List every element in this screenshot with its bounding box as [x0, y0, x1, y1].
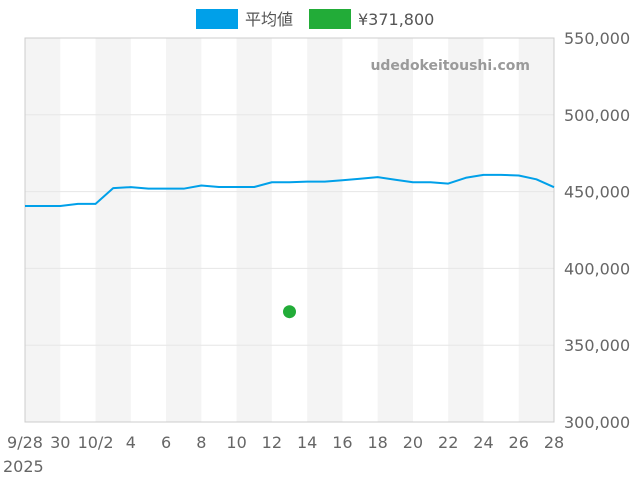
- x-tick-label: 18: [367, 433, 387, 452]
- y-tick-label: 450,000: [564, 183, 630, 202]
- x-tick-label: 9/28: [7, 433, 43, 452]
- x-tick-label: 30: [50, 433, 70, 452]
- year-label: 2025: [3, 457, 44, 476]
- x-tick-label: 4: [126, 433, 136, 452]
- legend[interactable]: 平均値 ¥371,800: [196, 9, 434, 29]
- legend-swatch[interactable]: [309, 9, 351, 29]
- series-layer: [25, 173, 555, 319]
- x-axis-ticks: 9/28 30 10/2 4 6 8 10 12 14 16 18 20 22 24 26 28: [7, 433, 564, 452]
- alternating-bands: [25, 38, 554, 422]
- x-tick-label: 14: [297, 433, 317, 452]
- x-tick-label: 22: [438, 433, 458, 452]
- x-tick-label: 20: [403, 433, 423, 452]
- y-tick-label: 550,000: [564, 29, 630, 48]
- day-band: [307, 38, 343, 422]
- y-tick-label: 300,000: [564, 413, 630, 432]
- day-band: [518, 38, 554, 422]
- y-tick-label: 500,000: [564, 106, 630, 125]
- day-band: [25, 38, 61, 422]
- data-point-listing[interactable]: [283, 305, 296, 319]
- x-tick-label: 10/2: [78, 433, 114, 452]
- x-tick-label: 16: [332, 433, 352, 452]
- x-tick-label: 12: [262, 433, 282, 452]
- day-band: [236, 38, 272, 422]
- day-band: [448, 38, 484, 422]
- watermark: udedokeitoushi.com: [370, 58, 530, 74]
- legend-swatch[interactable]: [196, 9, 238, 29]
- day-band: [377, 38, 413, 422]
- legend-label[interactable]: ¥371,800: [358, 10, 434, 29]
- x-tick-label: 28: [544, 433, 564, 452]
- x-tick-label: 8: [196, 433, 206, 452]
- y-axis-ticks: 300,000 350,000 400,000 450,000 500,000 550,0…: [564, 29, 630, 432]
- y-tick-label: 350,000: [564, 336, 630, 355]
- x-tick-label: 10: [226, 433, 246, 452]
- day-band: [95, 38, 131, 422]
- x-tick-label: 26: [509, 433, 529, 452]
- x-tick-label: 6: [161, 433, 171, 452]
- plot-border: [24, 37, 555, 423]
- x-tick-label: 24: [473, 433, 493, 452]
- day-band: [166, 38, 202, 422]
- legend-label[interactable]: 平均値: [245, 10, 293, 29]
- y-tick-label: 400,000: [564, 259, 630, 278]
- series-line-average: [25, 173, 555, 208]
